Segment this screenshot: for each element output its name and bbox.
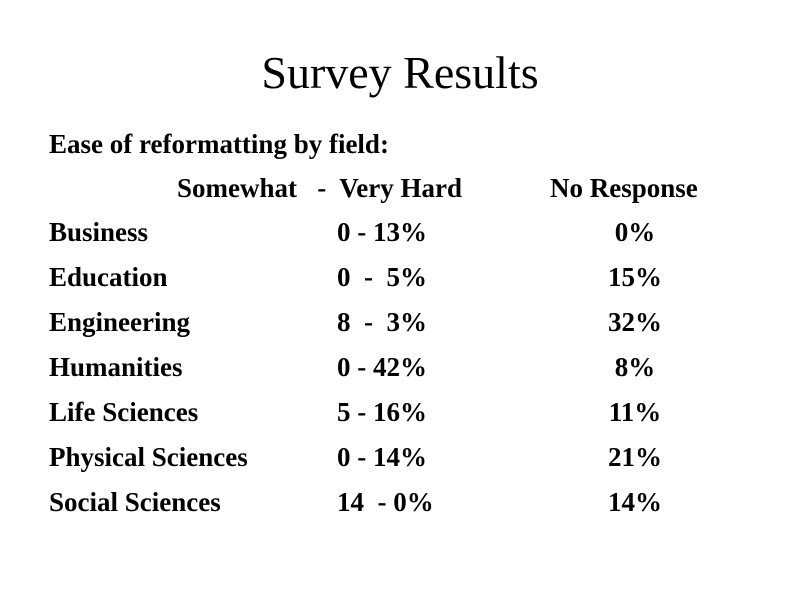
table-row: Business 0 - 13% 0% [0, 216, 800, 261]
row-no-response-value: 15% [608, 262, 662, 292]
row-field-label: Physical Sciences [49, 442, 248, 472]
row-range-value: 0 - 5% [337, 262, 427, 292]
table-row: Humanities 0 - 42% 8% [0, 351, 800, 396]
row-no-response-value: 0% [614, 217, 656, 247]
row-range-value: 5 - 16% [337, 397, 427, 427]
row-no-response-value: 14% [608, 487, 662, 517]
survey-table: Business 0 - 13% 0% Education 0 - 5% 15%… [0, 216, 800, 531]
row-range-value: 8 - 3% [337, 307, 427, 337]
column-header-range: Somewhat - Very Hard [177, 173, 462, 203]
row-no-response-value: 11% [608, 397, 662, 427]
table-header-row: Somewhat - Very Hard No Response [0, 172, 800, 206]
row-field-label: Humanities [49, 352, 183, 382]
row-range-value: 0 - 13% [337, 217, 427, 247]
table-row: Life Sciences 5 - 16% 11% [0, 396, 800, 441]
row-field-label: Life Sciences [49, 397, 199, 427]
table-row: Education 0 - 5% 15% [0, 261, 800, 306]
row-field-label: Engineering [49, 307, 191, 337]
row-no-response-value: 21% [608, 442, 662, 472]
column-header-no-response: No Response [550, 173, 698, 203]
row-no-response-value: 32% [608, 307, 662, 337]
slide-subtitle: Ease of reformatting by field: [49, 129, 389, 159]
row-range-value: 14 - 0% [337, 487, 434, 517]
slide-title: Survey Results [261, 47, 539, 98]
row-range-value: 0 - 42% [337, 352, 427, 382]
row-field-label: Education [49, 262, 168, 292]
row-range-value: 0 - 14% [337, 442, 427, 472]
row-field-label: Business [49, 217, 149, 247]
table-row: Engineering 8 - 3% 32% [0, 306, 800, 351]
row-field-label: Social Sciences [49, 487, 221, 517]
row-no-response-value: 8% [614, 352, 656, 382]
table-row: Physical Sciences 0 - 14% 21% [0, 441, 800, 486]
table-row: Social Sciences 14 - 0% 14% [0, 486, 800, 531]
